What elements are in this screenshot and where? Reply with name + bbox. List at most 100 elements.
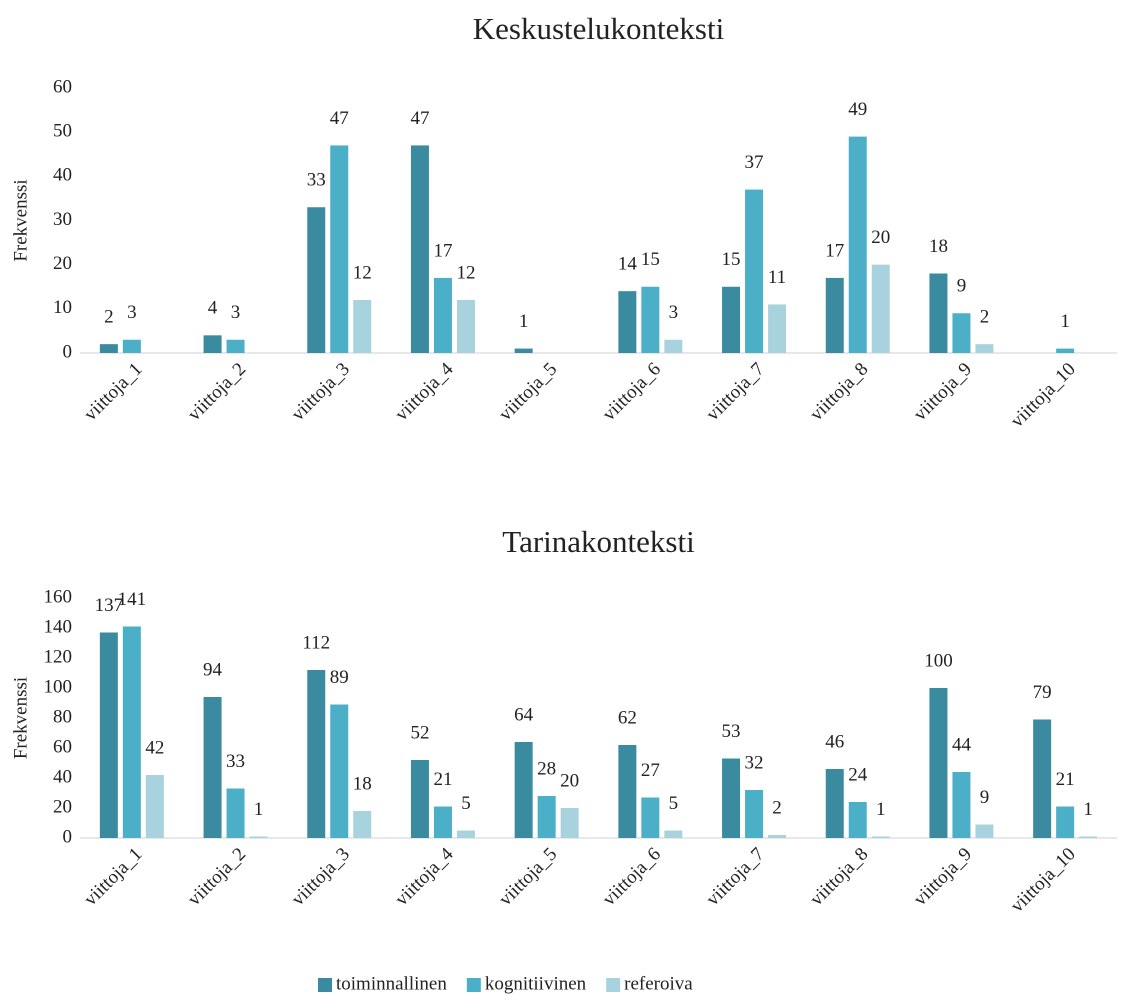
data-label: 18 — [929, 236, 948, 257]
bar — [768, 304, 787, 353]
bar — [99, 632, 118, 838]
x-tick-label: viittoja_2 — [184, 844, 250, 910]
bar — [1079, 836, 1098, 838]
data-label: 112 — [302, 632, 330, 653]
data-label: 2 — [104, 307, 114, 328]
bar — [249, 836, 268, 838]
data-label: 21 — [1056, 769, 1075, 790]
data-label: 32 — [745, 752, 764, 773]
data-label: 12 — [456, 262, 475, 283]
data-label: 1 — [519, 311, 529, 332]
bar — [641, 286, 660, 353]
data-label: 27 — [641, 760, 660, 781]
bar — [514, 742, 533, 838]
data-label: 3 — [669, 302, 679, 323]
data-label: 94 — [203, 659, 223, 680]
bar — [1033, 719, 1052, 838]
y-tick-label: 120 — [44, 646, 73, 667]
y-tick-label: 20 — [53, 796, 72, 817]
bar — [871, 836, 890, 838]
y-tick-label: 40 — [53, 766, 72, 787]
x-tick-label: viittoja_4 — [391, 358, 458, 425]
data-label: 28 — [537, 758, 556, 779]
bar — [641, 797, 660, 838]
bar — [745, 790, 764, 838]
bar — [722, 758, 741, 838]
x-tick-label: viittoja_5 — [495, 844, 561, 910]
bar — [952, 772, 971, 838]
bar — [145, 775, 164, 838]
y-tick-label: 80 — [53, 706, 72, 727]
bar — [433, 806, 452, 838]
data-label: 9 — [957, 276, 967, 297]
data-label: 18 — [353, 773, 372, 794]
data-label: 14 — [618, 254, 638, 275]
bar — [433, 277, 452, 353]
x-tick-label: viittoja_8 — [806, 359, 872, 425]
legend-swatch — [318, 978, 332, 992]
data-label: 17 — [825, 240, 844, 261]
bar — [99, 344, 118, 353]
data-label: 1 — [254, 799, 264, 820]
bar — [514, 348, 533, 353]
data-label: 20 — [560, 770, 579, 791]
x-tick-label: viittoja_4 — [391, 843, 458, 910]
y-tick-label: 40 — [53, 165, 72, 186]
data-label: 15 — [641, 249, 660, 270]
bar — [825, 769, 844, 838]
y-tick-label: 160 — [44, 586, 73, 607]
bar — [307, 670, 326, 838]
x-tick-label: viittoja_5 — [495, 359, 561, 425]
data-label: 137 — [95, 595, 124, 616]
y-axis-label: Frekvenssi — [10, 179, 31, 261]
data-label: 33 — [226, 751, 245, 772]
y-axis-label: Frekvenssi — [10, 677, 31, 759]
data-label: 52 — [410, 722, 429, 743]
legend-label: kognitiivinen — [485, 973, 587, 994]
bar — [330, 145, 349, 353]
data-label: 47 — [410, 108, 429, 129]
bar — [226, 339, 245, 353]
bar — [929, 688, 948, 838]
bar — [664, 830, 683, 838]
legend-label: toiminnallinen — [336, 973, 447, 994]
data-label: 33 — [307, 170, 326, 191]
data-label: 1 — [1060, 311, 1070, 332]
bar — [410, 145, 429, 353]
x-tick-label: viittoja_1 — [80, 844, 146, 910]
data-label: 47 — [330, 108, 349, 129]
data-label: 9 — [980, 787, 990, 808]
x-tick-label: viittoja_8 — [806, 844, 872, 910]
bar — [410, 760, 429, 838]
data-label: 1 — [876, 799, 886, 820]
data-label: 53 — [722, 721, 741, 742]
y-tick-label: 0 — [63, 826, 73, 847]
data-label: 11 — [768, 267, 786, 288]
data-label: 44 — [952, 734, 972, 755]
legend-swatch — [466, 978, 481, 992]
bar — [122, 339, 141, 353]
data-label: 2 — [772, 797, 782, 818]
legend-label: referoiva — [624, 973, 693, 994]
data-label: 5 — [669, 793, 679, 814]
data-label: 3 — [127, 302, 137, 323]
y-tick-label: 100 — [44, 676, 73, 697]
y-tick-label: 0 — [63, 341, 73, 362]
bar — [203, 697, 222, 838]
bar — [1056, 348, 1075, 353]
bar — [122, 626, 141, 838]
bar — [537, 796, 556, 838]
data-label: 46 — [825, 731, 844, 752]
bar — [871, 264, 890, 353]
legend-swatch — [606, 978, 621, 992]
x-tick-label: viittoja_9 — [910, 844, 976, 910]
data-label: 12 — [353, 262, 372, 283]
y-tick-label: 20 — [53, 253, 72, 274]
x-tick-label: viittoja_6 — [599, 844, 665, 910]
bar — [330, 704, 349, 838]
bar — [353, 811, 372, 838]
bar — [1056, 806, 1075, 838]
y-tick-label: 60 — [53, 736, 72, 757]
bar — [745, 189, 764, 353]
